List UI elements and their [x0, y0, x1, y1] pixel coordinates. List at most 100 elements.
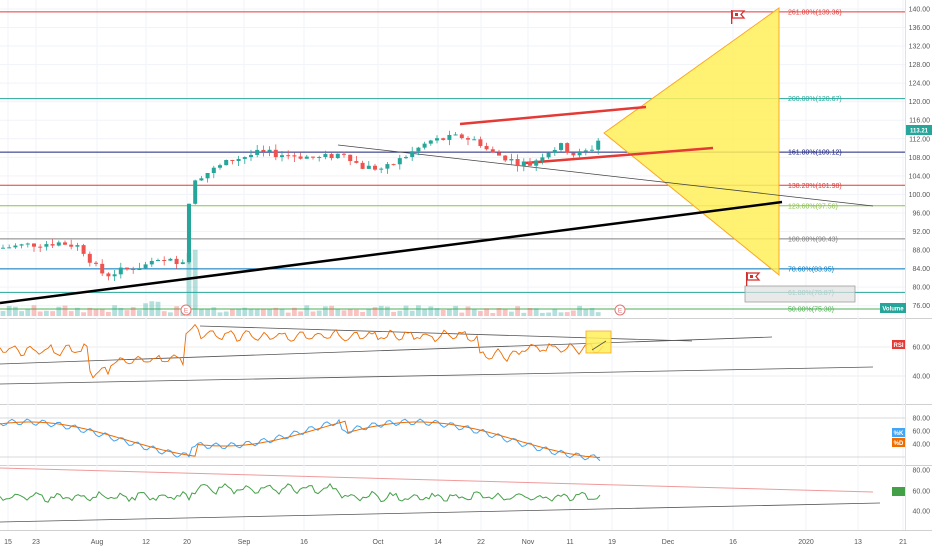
price-tick-label: 120.00 [909, 99, 931, 106]
time-tick-label: Sep [238, 539, 251, 546]
flag-icon[interactable] [746, 272, 761, 286]
trend-lines[interactable] [0, 105, 874, 305]
volume-bar [161, 311, 167, 316]
rsi-highlight-box [585, 330, 612, 354]
candle-body [292, 155, 297, 157]
volume-bar [75, 307, 80, 316]
candle-body [459, 134, 464, 139]
time-tick-label: 21 [899, 539, 907, 546]
candle-body [559, 143, 563, 150]
volume-bar [99, 309, 105, 316]
candle-body [242, 157, 247, 159]
candle-body [273, 149, 278, 158]
candle-body [106, 273, 111, 277]
volume-bar [6, 305, 12, 316]
stochastic-pane[interactable]: %K %D [0, 417, 905, 462]
volume-bar [19, 311, 24, 316]
event-marker-label: E [618, 308, 623, 315]
indicator-tick-label: 60.00 [912, 345, 930, 352]
candle-body [335, 153, 340, 159]
candle-body [236, 158, 241, 162]
red-upper-channel-line [459, 105, 647, 126]
volume-bar [310, 311, 316, 316]
red-lower-channel-line [524, 146, 714, 165]
candle-body [168, 258, 173, 261]
volume-bar [93, 309, 99, 316]
rsi-trendline-lower [0, 336, 773, 365]
candle-body [385, 164, 390, 169]
volume-bar [409, 310, 415, 316]
candle-body [534, 160, 539, 166]
volume-bar [168, 312, 173, 316]
candle-body [255, 149, 260, 155]
price-axis[interactable]: 76.00 80.00 84.00 88.00 92.00 96.00 100.00 104.… [909, 6, 931, 310]
volume-bar [37, 311, 43, 316]
candle-body [7, 247, 12, 249]
candle-body [125, 267, 129, 269]
volume-bar [360, 311, 365, 316]
volume-bar [422, 308, 427, 316]
candle-body [478, 139, 483, 146]
volume-bar [509, 311, 514, 316]
time-tick-label: 14 [434, 539, 442, 546]
candle-body [583, 150, 588, 152]
volume-bar [31, 305, 37, 316]
candle-body [304, 156, 309, 159]
price-tick-label: 108.00 [909, 155, 931, 162]
time-tick-label: Dec [662, 539, 675, 546]
candle-body [360, 162, 365, 169]
candle-body [156, 259, 160, 261]
volume-bar [571, 310, 576, 316]
candle-body [162, 259, 167, 261]
volume-bar [397, 310, 403, 316]
gray-box-drawing[interactable] [744, 285, 856, 303]
price-tick-label: 92.00 [912, 229, 930, 236]
volume-bar [292, 307, 297, 316]
volume-bar [347, 309, 353, 316]
volume-bar [87, 307, 93, 316]
candle-body [56, 242, 61, 246]
price-tick-label: 128.00 [909, 62, 931, 69]
volume-bar [496, 308, 502, 316]
volume-bar [416, 305, 421, 316]
volume-bar [540, 312, 545, 316]
candle-body [596, 140, 601, 150]
volume-bar [366, 308, 372, 316]
candle-body [81, 245, 86, 254]
oscillator-line [0, 483, 601, 503]
oscillator-pane[interactable] [0, 467, 905, 523]
volume-bar [242, 307, 248, 316]
volume-bar [323, 306, 328, 316]
candle-body [149, 260, 154, 265]
fib-level-label: 138.20%(101.98) [788, 183, 842, 190]
volume-bar [254, 309, 260, 316]
candle-body [528, 161, 532, 166]
candle-body [261, 149, 266, 152]
oscillator-red-trendline [0, 467, 874, 493]
last-price-tag: 113.21 [906, 125, 932, 135]
volume-bar [354, 309, 359, 316]
volume-bar [279, 308, 285, 316]
rsi-pane[interactable]: RSI [0, 323, 905, 385]
candle-body [69, 244, 74, 247]
candle-body [174, 258, 179, 265]
earnings-event-marker[interactable]: E [180, 304, 192, 316]
rsi-label: RSI [893, 343, 903, 349]
volume-bar [50, 311, 55, 316]
candle-body [75, 245, 80, 247]
rsi-trendline-upper [199, 325, 693, 342]
candle-body [311, 156, 315, 158]
flag-icon[interactable] [731, 10, 746, 24]
event-marker-label: E [184, 308, 189, 315]
indicator-tick-label: 80.00 [912, 468, 930, 475]
yellow-triangle-drawing[interactable] [603, 7, 780, 277]
time-axis[interactable]: 15 23 Aug 12 20 Sep 16 Oct 14 22 Nov 11 19 Dec 16 2020 1… [4, 539, 907, 546]
candle-body [571, 152, 576, 156]
volume-bar [583, 309, 589, 316]
indicator-tick-label: 40.00 [912, 374, 930, 381]
earnings-event-marker[interactable]: E [614, 304, 626, 316]
candle-body [472, 139, 477, 141]
candle-body [44, 244, 49, 247]
